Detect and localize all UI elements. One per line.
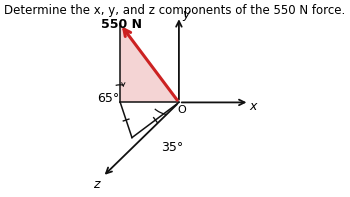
Text: x: x bbox=[250, 100, 257, 113]
Text: 65°: 65° bbox=[97, 92, 119, 105]
Text: O: O bbox=[177, 105, 186, 115]
Text: z: z bbox=[93, 178, 100, 191]
Text: y: y bbox=[182, 8, 189, 21]
Polygon shape bbox=[120, 24, 179, 102]
Text: 550 N: 550 N bbox=[101, 18, 142, 31]
Text: 35°: 35° bbox=[161, 141, 183, 154]
Text: Determine the x, y, and z components of the 550 N force.: Determine the x, y, and z components of … bbox=[5, 4, 346, 17]
